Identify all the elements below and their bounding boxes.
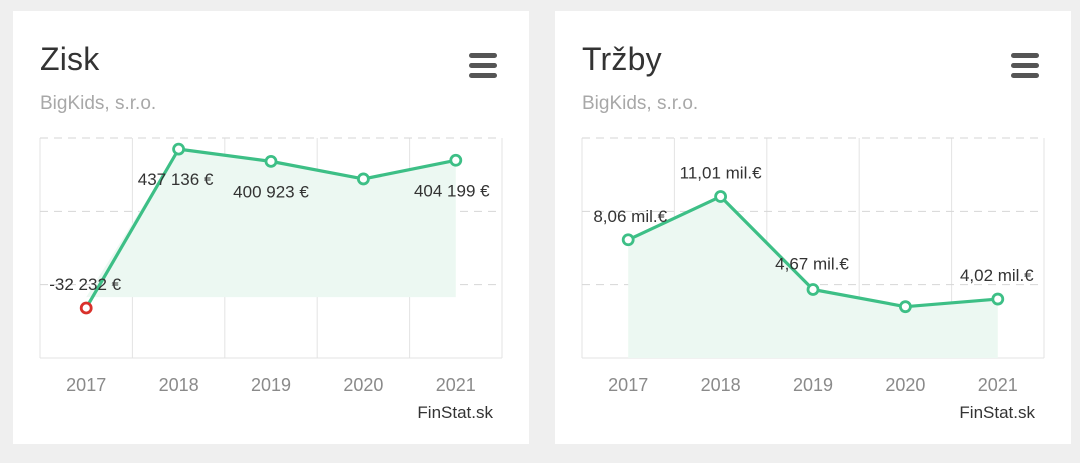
data-point	[806, 283, 820, 296]
data-label: 437 136 €	[138, 170, 214, 189]
data-point	[172, 142, 186, 156]
hamburger-menu-icon[interactable]	[1010, 53, 1040, 79]
chart-card-trzby: Tržby BigKids, s.r.o. 8,06 mil.€ 11,01 mi…	[555, 11, 1071, 444]
data-label: 8,06 mil.€	[593, 207, 667, 226]
chart-plot: 8,06 mil.€ 11,01 mil.€ 4,67 mil.€ 4,02 mil.…	[581, 137, 1045, 395]
data-point	[621, 233, 635, 247]
x-tick-label: 2021	[978, 375, 1018, 395]
data-point	[714, 190, 728, 203]
data-label: 404 199 €	[414, 181, 490, 200]
x-tick-label: 2017	[608, 375, 648, 395]
credit-link[interactable]: FinStat.sk	[417, 403, 493, 422]
hamburger-menu-icon[interactable]	[468, 53, 498, 79]
data-point	[264, 154, 278, 168]
credit-link[interactable]: FinStat.sk	[959, 403, 1035, 422]
chart-card-zisk: Zisk BigKids, s.r.o. -32 232 € 437 136 € 4…	[13, 11, 529, 444]
x-tick-label: 2020	[343, 375, 383, 395]
series-area	[86, 149, 456, 298]
x-tick-label: 2018	[701, 375, 741, 395]
data-point	[356, 172, 370, 186]
data-label: 4,67 mil.€	[775, 255, 849, 274]
x-tick-label: 2019	[251, 375, 291, 395]
data-label: 400 923 €	[233, 182, 309, 201]
x-tick-label: 2017	[66, 375, 106, 395]
chart-title: Tržby	[582, 41, 662, 77]
data-label: 4,02 mil.€	[960, 266, 1034, 285]
data-point	[79, 301, 93, 315]
chart-subtitle: BigKids, s.r.o.	[582, 93, 699, 114]
x-tick-label: 2020	[885, 375, 925, 395]
data-point	[898, 300, 912, 314]
chart-plot: -32 232 € 437 136 € 400 923 € 404 199 € 2017…	[39, 137, 503, 395]
x-tick-label: 2019	[793, 375, 833, 395]
data-label: -32 232 €	[49, 275, 121, 294]
x-tick-label: 2018	[159, 375, 199, 395]
data-point	[449, 153, 463, 167]
x-tick-label: 2021	[436, 375, 476, 395]
chart-subtitle: BigKids, s.r.o.	[40, 93, 157, 114]
data-label: 11,01 mil.€	[680, 164, 762, 183]
chart-title: Zisk	[40, 41, 100, 77]
data-point	[991, 292, 1005, 306]
series-area	[628, 196, 998, 358]
